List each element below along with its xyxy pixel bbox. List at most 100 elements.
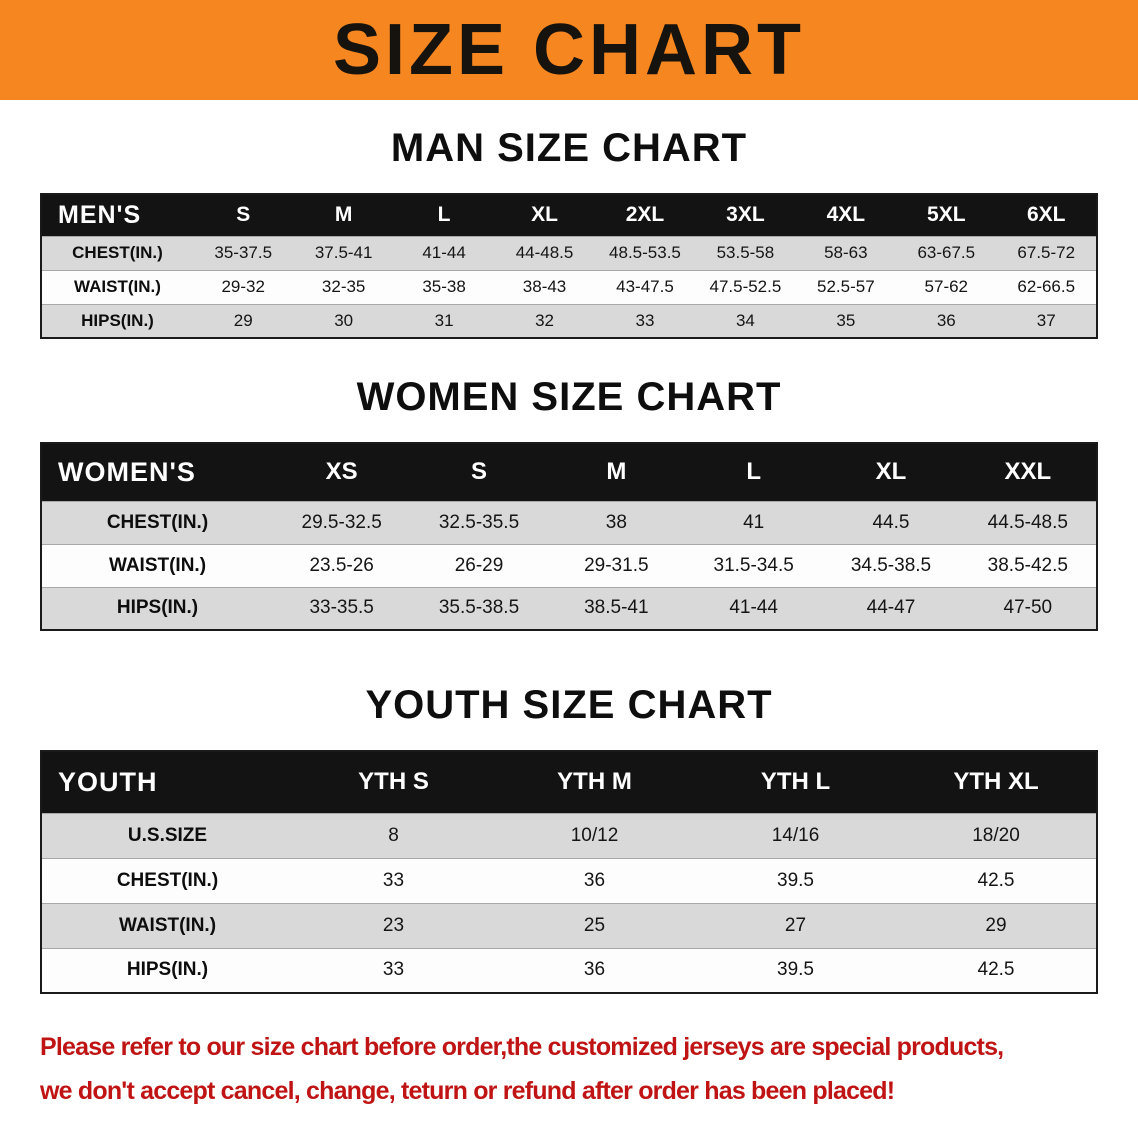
table-row: U.S.SIZE 8 10/12 14/16 18/20: [41, 812, 1097, 858]
column-header: YTH M: [494, 751, 695, 813]
size-value-cell: 36: [896, 303, 997, 338]
size-chart-sections: MAN SIZE CHART MEN'S S M L XL 2XL 3XL 4XL 5XL 6XL C…: [0, 126, 1138, 994]
disclaimer-line-1: Please refer to our size chart before or…: [40, 1033, 1004, 1061]
women-table-header-row: WOMEN'S XS S M L XL XXL: [41, 443, 1097, 501]
column-header: M: [547, 443, 685, 501]
column-header: 5XL: [896, 194, 997, 236]
table-row: HIPS(IN.) 33 36 39.5 42.5: [41, 947, 1097, 993]
table-row: CHEST(IN.) 33 36 39.5 42.5: [41, 857, 1097, 903]
size-value-cell: 23: [293, 902, 494, 948]
youth-table-title: YOUTH: [41, 751, 293, 813]
column-header: S: [193, 194, 294, 236]
column-header: 6XL: [996, 194, 1097, 236]
size-value-cell: 36: [494, 857, 695, 903]
size-value-cell: 38-43: [494, 269, 595, 304]
size-value-cell: 52.5-57: [795, 269, 897, 304]
size-value-cell: 30: [293, 303, 394, 338]
size-value-cell: 41: [684, 500, 823, 544]
size-value-cell: 58-63: [795, 235, 897, 270]
men-table-title: MEN'S: [41, 194, 193, 236]
row-label: CHEST(IN.): [41, 235, 193, 270]
size-value-cell: 39.5: [695, 947, 896, 993]
section-heading-women: WOMEN SIZE CHART: [356, 375, 782, 419]
size-value-cell: 10/12: [494, 812, 695, 858]
column-header: 4XL: [795, 194, 897, 236]
size-value-cell: 47-50: [959, 586, 1097, 630]
column-header: YTH L: [695, 751, 896, 813]
column-header: L: [684, 443, 823, 501]
size-value-cell: 25: [494, 902, 695, 948]
size-value-cell: 32-35: [293, 269, 394, 304]
table-row: CHEST(IN.) 29.5-32.5 32.5-35.5 38 41 44.5 44.5…: [41, 500, 1097, 544]
women-table-title: WOMEN'S: [41, 443, 273, 501]
row-label: HIPS(IN.): [41, 303, 193, 338]
youth-table-header-row: YOUTH YTH S YTH M YTH L YTH XL: [41, 751, 1097, 813]
row-label: WAIST(IN.): [41, 902, 293, 948]
size-value-cell: 35-37.5: [193, 235, 294, 270]
table-row: HIPS(IN.) 29 30 31 32 33 34 35 36 37: [41, 303, 1097, 338]
table-row: HIPS(IN.) 33-35.5 35.5-38.5 38.5-41 41-44 44-…: [41, 586, 1097, 630]
section-heading-youth: YOUTH SIZE CHART: [365, 683, 773, 727]
size-value-cell: 44-47: [822, 586, 960, 630]
section-heading-men: MAN SIZE CHART: [390, 126, 748, 170]
column-header: XL: [822, 443, 960, 501]
size-value-cell: 18/20: [896, 812, 1097, 858]
size-value-cell: 62-66.5: [996, 269, 1097, 304]
size-value-cell: 37: [996, 303, 1097, 338]
size-value-cell: 35: [795, 303, 897, 338]
disclaimer: Please refer to our size chart before or…: [40, 1026, 1138, 1114]
column-header: XS: [273, 443, 411, 501]
size-value-cell: 31: [393, 303, 495, 338]
size-value-cell: 38: [547, 500, 685, 544]
size-value-cell: 27: [695, 902, 896, 948]
size-value-cell: 47.5-52.5: [695, 269, 796, 304]
women-size-table: WOMEN'S XS S M L XL XXL CHEST(IN.) 29.5-32.5 32.5…: [40, 442, 1098, 631]
column-header: L: [393, 194, 495, 236]
size-value-cell: 35-38: [393, 269, 495, 304]
size-value-cell: 29-32: [193, 269, 294, 304]
table-row: CHEST(IN.) 35-37.5 37.5-41 41-44 44-48.5 48.5…: [41, 235, 1097, 270]
size-value-cell: 33-35.5: [273, 586, 411, 630]
size-value-cell: 48.5-53.5: [594, 235, 696, 270]
column-header: S: [410, 443, 548, 501]
row-label: CHEST(IN.): [41, 500, 273, 544]
size-value-cell: 32.5-35.5: [410, 500, 548, 544]
size-value-cell: 34.5-38.5: [822, 543, 960, 587]
size-value-cell: 44.5-48.5: [959, 500, 1097, 544]
row-label: CHEST(IN.): [41, 857, 293, 903]
banner: SIZE CHART: [0, 0, 1138, 100]
size-value-cell: 42.5: [896, 857, 1097, 903]
youth-size-table: YOUTH YTH S YTH M YTH L YTH XL U.S.SIZE 8 10/12…: [40, 750, 1098, 994]
size-value-cell: 23.5-26: [273, 543, 411, 587]
size-value-cell: 53.5-58: [695, 235, 796, 270]
column-header: YTH S: [293, 751, 494, 813]
size-value-cell: 35.5-38.5: [410, 586, 548, 630]
size-value-cell: 34: [695, 303, 796, 338]
size-value-cell: 63-67.5: [896, 235, 997, 270]
disclaimer-line-2: we don't accept cancel, change, teturn o…: [40, 1076, 895, 1105]
size-value-cell: 33: [594, 303, 696, 338]
size-value-cell: 33: [293, 857, 494, 903]
row-label: HIPS(IN.): [41, 947, 293, 993]
size-value-cell: 44-48.5: [494, 235, 595, 270]
size-value-cell: 33: [293, 947, 494, 993]
table-row: WAIST(IN.) 23 25 27 29: [41, 902, 1097, 948]
size-value-cell: 41-44: [393, 235, 495, 270]
column-header: 3XL: [695, 194, 796, 236]
page-title: SIZE CHART: [333, 10, 805, 90]
size-value-cell: 44.5: [822, 500, 960, 544]
size-value-cell: 38.5-41: [547, 586, 685, 630]
size-value-cell: 38.5-42.5: [959, 543, 1097, 587]
column-header: XL: [494, 194, 595, 236]
row-label: WAIST(IN.): [41, 269, 193, 304]
column-header: YTH XL: [896, 751, 1097, 813]
size-value-cell: 29: [896, 902, 1097, 948]
size-value-cell: 14/16: [695, 812, 896, 858]
size-value-cell: 36: [494, 947, 695, 993]
size-value-cell: 31.5-34.5: [684, 543, 823, 587]
size-value-cell: 42.5: [896, 947, 1097, 993]
row-label: WAIST(IN.): [41, 543, 273, 587]
column-header: 2XL: [594, 194, 696, 236]
size-value-cell: 43-47.5: [594, 269, 696, 304]
size-value-cell: 29: [193, 303, 294, 338]
